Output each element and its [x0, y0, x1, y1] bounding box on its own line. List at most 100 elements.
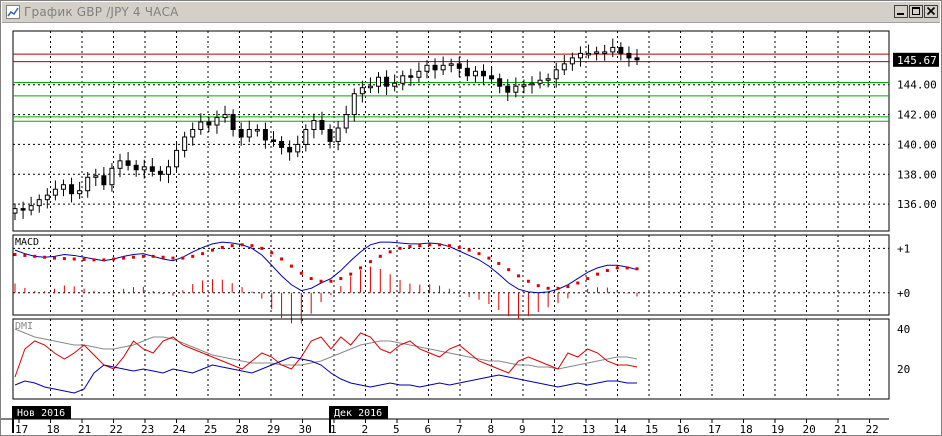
signal-dot: [408, 245, 412, 249]
dmi-tick-label: 20: [897, 363, 910, 376]
signal-dot: [487, 256, 491, 260]
signal-dot: [260, 246, 264, 250]
signal-dot: [112, 257, 116, 261]
candle-body: [287, 146, 293, 153]
signal-dot: [329, 279, 333, 283]
signal-dot: [181, 256, 185, 260]
signal-dot: [102, 258, 106, 262]
candle-body: [270, 139, 276, 142]
signal-dot: [507, 268, 511, 272]
candle-body: [295, 143, 301, 153]
candle-body: [303, 129, 309, 145]
macd-pane: MACD +1 +0: [12, 234, 910, 324]
x-tick-label: 17: [15, 423, 28, 435]
signal-dot: [526, 279, 530, 283]
candle-body: [602, 51, 608, 54]
candle-body: [594, 51, 600, 54]
trading-chart[interactable]: 136.00 138.00 140.00 142.00 144.00 145.67 MAC…: [1, 23, 941, 435]
candle-body: [408, 75, 414, 78]
minimize-icon: [897, 13, 904, 15]
candle-body: [464, 67, 470, 77]
month-label-bg: [330, 406, 388, 419]
maximize-button[interactable]: [909, 5, 923, 18]
signal-dot: [438, 243, 442, 247]
candle-body: [230, 114, 236, 131]
candle-body: [586, 52, 592, 56]
pane-frame: [12, 318, 890, 400]
x-tick-label: 14: [614, 423, 628, 435]
candle-body: [343, 114, 349, 129]
dmi-title: DMI: [15, 321, 33, 332]
macd-line: [14, 241, 638, 294]
signal-dot: [497, 261, 501, 265]
signal-dot: [299, 271, 303, 275]
price-pane: 136.00 138.00 140.00 142.00 144.00 145.67: [12, 30, 939, 232]
signal-dot: [210, 248, 214, 252]
current-price-label: 145.67: [897, 54, 937, 67]
x-tick-label: 29: [267, 423, 280, 435]
macd-tick-label: +0: [897, 287, 910, 300]
x-tick-label: 7: [456, 423, 463, 435]
signal-dot: [586, 277, 590, 281]
candle-body: [279, 140, 285, 148]
candle-body: [85, 176, 91, 192]
macd-tick-label: +1: [897, 242, 910, 255]
x-tick-label: 13: [582, 423, 595, 435]
candle-body: [335, 127, 341, 142]
x-tick-label: 21: [78, 423, 91, 435]
signal-dot: [359, 266, 363, 270]
close-button[interactable]: [924, 5, 938, 18]
time-axis: 17 18 21 22 23 24 25 28 29 30 1 2 5 6 7 8 9 12 13 14 15 16 17 1…: [1, 406, 889, 435]
signal-dot: [72, 257, 76, 261]
signal-dot: [92, 258, 96, 262]
x-tick-label: 25: [204, 423, 217, 435]
price-tick-label: 142.00: [897, 109, 937, 122]
candle-body: [529, 82, 535, 86]
x-tick-label: 18: [740, 423, 753, 435]
candle-body: [117, 160, 123, 169]
candle-body: [367, 85, 373, 89]
candle-body: [505, 85, 511, 93]
candle-body: [36, 199, 42, 207]
price-tick-label: 138.00: [897, 168, 937, 181]
signal-dot: [280, 257, 284, 261]
candle-body: [254, 129, 260, 132]
month-label: Нов 2016: [17, 408, 65, 419]
candle-body: [521, 84, 527, 87]
candle-body: [416, 70, 422, 78]
candle-body: [561, 63, 567, 71]
window-title: График GBP /JPY 4 ЧАСА: [24, 5, 179, 19]
x-tick-label: 22: [110, 423, 123, 435]
signal-dot: [615, 266, 619, 270]
x-tick-label: 5: [393, 423, 400, 435]
signal-dot: [151, 254, 155, 258]
candle-body: [109, 167, 115, 186]
signal-dot: [536, 284, 540, 288]
signal-dot: [250, 244, 254, 248]
signal-dot: [477, 252, 481, 256]
candle-body: [545, 78, 551, 81]
signal-dot: [309, 277, 313, 281]
x-tick-label: 20: [803, 423, 816, 435]
candle-body: [448, 63, 454, 66]
signal-dot: [546, 286, 550, 290]
signal-dot: [52, 256, 56, 260]
title-bar[interactable]: График GBP /JPY 4 ЧАСА: [2, 2, 940, 23]
macd-title: MACD: [15, 237, 39, 248]
candle-body: [28, 205, 34, 211]
candle-body: [472, 70, 478, 77]
candle-body: [569, 57, 575, 65]
dmi-tick-label: 40: [897, 323, 910, 336]
x-tick-label: 15: [645, 423, 658, 435]
minimize-button[interactable]: [894, 5, 908, 18]
signal-dot: [428, 243, 432, 247]
x-tick-label: 12: [551, 423, 564, 435]
candle-body: [77, 190, 83, 195]
signal-dot: [447, 244, 451, 248]
signal-dot: [141, 254, 145, 258]
dmi-plus-line: [14, 356, 637, 394]
candle-body: [125, 160, 131, 166]
close-icon: [926, 6, 936, 16]
dmi-minus-line: [14, 332, 638, 378]
